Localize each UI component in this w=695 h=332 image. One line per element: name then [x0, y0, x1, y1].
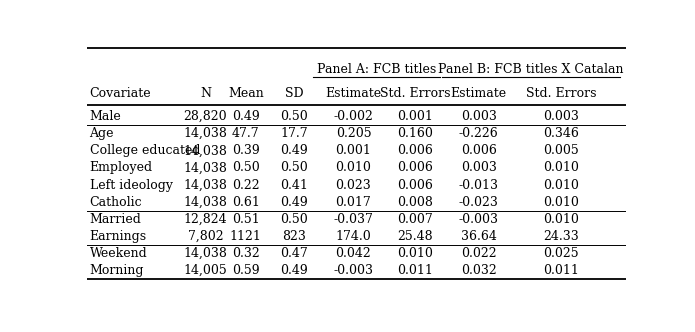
Text: Weekend: Weekend: [90, 247, 147, 260]
Text: 0.50: 0.50: [280, 213, 308, 226]
Text: 0.001: 0.001: [336, 144, 371, 157]
Text: 0.010: 0.010: [336, 161, 371, 174]
Text: 0.50: 0.50: [280, 110, 308, 123]
Text: 0.010: 0.010: [543, 161, 579, 174]
Text: 0.49: 0.49: [280, 196, 308, 209]
Text: College educated: College educated: [90, 144, 200, 157]
Text: Catholic: Catholic: [90, 196, 142, 209]
Text: -0.226: -0.226: [459, 127, 498, 140]
Text: 0.032: 0.032: [461, 264, 497, 277]
Text: 0.49: 0.49: [232, 110, 260, 123]
Text: 174.0: 174.0: [336, 230, 371, 243]
Text: 0.001: 0.001: [398, 110, 434, 123]
Text: 0.160: 0.160: [398, 127, 434, 140]
Text: 823: 823: [282, 230, 306, 243]
Text: 0.49: 0.49: [280, 264, 308, 277]
Text: 0.003: 0.003: [543, 110, 579, 123]
Text: 0.003: 0.003: [461, 110, 497, 123]
Text: 0.22: 0.22: [232, 179, 259, 192]
Text: SD: SD: [285, 87, 304, 100]
Text: 0.010: 0.010: [543, 213, 579, 226]
Text: 36.64: 36.64: [461, 230, 497, 243]
Text: Std. Errors: Std. Errors: [525, 87, 596, 100]
Text: Earnings: Earnings: [90, 230, 147, 243]
Text: 0.025: 0.025: [543, 247, 579, 260]
Text: 0.006: 0.006: [398, 161, 434, 174]
Text: 0.010: 0.010: [398, 247, 434, 260]
Text: 0.346: 0.346: [543, 127, 579, 140]
Text: 0.006: 0.006: [461, 144, 497, 157]
Text: 14,038: 14,038: [183, 161, 227, 174]
Text: 0.010: 0.010: [543, 179, 579, 192]
Text: 14,038: 14,038: [183, 179, 227, 192]
Text: 0.007: 0.007: [398, 213, 433, 226]
Text: Age: Age: [90, 127, 114, 140]
Text: -0.023: -0.023: [459, 196, 498, 209]
Text: 14,005: 14,005: [183, 264, 227, 277]
Text: 0.006: 0.006: [398, 179, 434, 192]
Text: Left ideology: Left ideology: [90, 179, 172, 192]
Text: 0.61: 0.61: [232, 196, 260, 209]
Text: 0.008: 0.008: [398, 196, 434, 209]
Text: Employed: Employed: [90, 161, 153, 174]
Text: 14,038: 14,038: [183, 127, 227, 140]
Text: 0.042: 0.042: [336, 247, 371, 260]
Text: 25.48: 25.48: [398, 230, 433, 243]
Text: 12,824: 12,824: [183, 213, 227, 226]
Text: N: N: [200, 87, 211, 100]
Text: 47.7: 47.7: [232, 127, 259, 140]
Text: 0.39: 0.39: [232, 144, 260, 157]
Text: Panel B: FCB titles X Catalan: Panel B: FCB titles X Catalan: [439, 63, 624, 76]
Text: 0.49: 0.49: [280, 144, 308, 157]
Text: Estimate: Estimate: [450, 87, 507, 100]
Text: 0.32: 0.32: [232, 247, 260, 260]
Text: 7,802: 7,802: [188, 230, 223, 243]
Text: 14,038: 14,038: [183, 247, 227, 260]
Text: 0.011: 0.011: [543, 264, 579, 277]
Text: 28,820: 28,820: [183, 110, 227, 123]
Text: Std. Errors: Std. Errors: [380, 87, 450, 100]
Text: 0.41: 0.41: [280, 179, 308, 192]
Text: 0.022: 0.022: [461, 247, 496, 260]
Text: 0.50: 0.50: [232, 161, 260, 174]
Text: Panel A: FCB titles: Panel A: FCB titles: [317, 63, 436, 76]
Text: -0.003: -0.003: [334, 264, 373, 277]
Text: Estimate: Estimate: [325, 87, 382, 100]
Text: 0.005: 0.005: [543, 144, 579, 157]
Text: -0.003: -0.003: [459, 213, 499, 226]
Text: 24.33: 24.33: [543, 230, 579, 243]
Text: 0.010: 0.010: [543, 196, 579, 209]
Text: 0.003: 0.003: [461, 161, 497, 174]
Text: 0.023: 0.023: [336, 179, 371, 192]
Text: Married: Married: [90, 213, 142, 226]
Text: 0.47: 0.47: [280, 247, 308, 260]
Text: -0.037: -0.037: [334, 213, 373, 226]
Text: Male: Male: [90, 110, 122, 123]
Text: Mean: Mean: [228, 87, 263, 100]
Text: -0.013: -0.013: [459, 179, 499, 192]
Text: 14,038: 14,038: [183, 196, 227, 209]
Text: 0.50: 0.50: [280, 161, 308, 174]
Text: 14,038: 14,038: [183, 144, 227, 157]
Text: 0.59: 0.59: [232, 264, 259, 277]
Text: -0.002: -0.002: [334, 110, 373, 123]
Text: 0.51: 0.51: [232, 213, 260, 226]
Text: 0.017: 0.017: [336, 196, 371, 209]
Text: 17.7: 17.7: [281, 127, 308, 140]
Text: 0.205: 0.205: [336, 127, 371, 140]
Text: 1121: 1121: [230, 230, 262, 243]
Text: Morning: Morning: [90, 264, 144, 277]
Text: Covariate: Covariate: [90, 87, 152, 100]
Text: 0.006: 0.006: [398, 144, 434, 157]
Text: 0.011: 0.011: [398, 264, 434, 277]
